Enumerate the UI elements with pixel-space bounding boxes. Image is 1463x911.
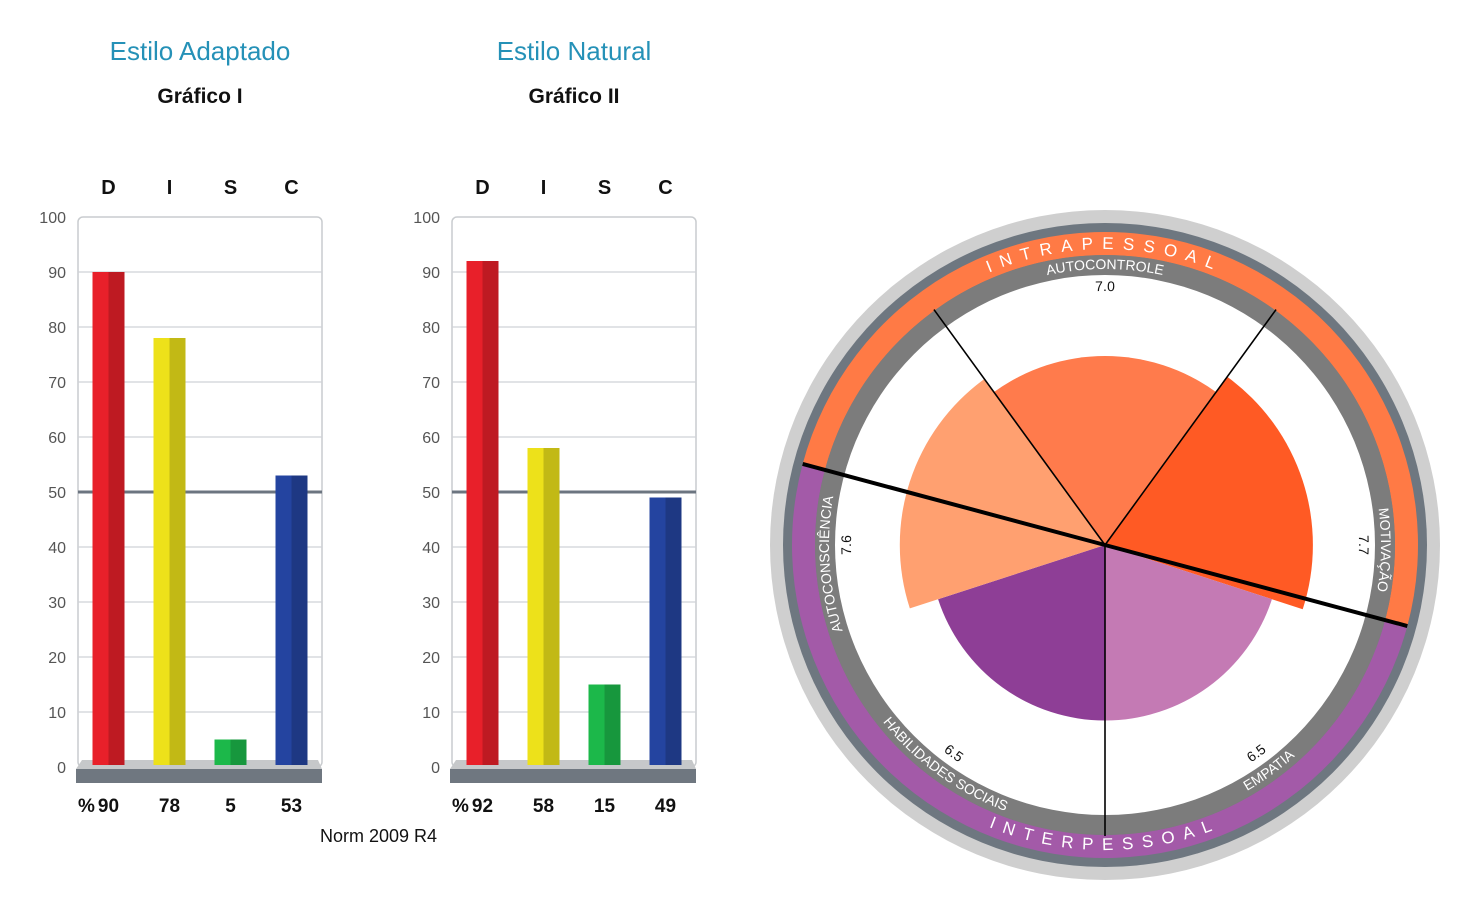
disc-bar-c [275,475,292,765]
chart2-y-tick-label: 10 [422,705,440,722]
chart1-value-label: 5 [225,796,236,817]
slice-autocontrole [993,356,1217,545]
chart2-y-tick-label: 50 [422,485,440,502]
disc-bar-s-shade [230,739,247,765]
chart2-style-title: Estilo Natural [496,36,652,66]
chart2-category-label: C [658,177,672,199]
chart1-style-title: Estilo Adaptado [109,36,291,66]
chart1-y-tick-label: 30 [48,595,66,612]
chart1-category-label: I [167,177,173,199]
chart2-y-tick-label: 90 [422,265,440,282]
chart1-y-tick-label: 100 [39,210,66,227]
chart2-category-label: I [541,177,547,199]
chart1-graph-title: Gráfico I [157,85,243,108]
disc-bar-chart-adapted: 0 10 20 30 40 50 60 70 80 90 100 D 90 I 78 S 5 C 53% [39,177,323,817]
chart2-category-label: D [475,177,489,199]
chart2-y-tick-label: 60 [422,430,440,447]
value-label-motivacao: 7.7 [1356,535,1372,555]
chart2-percent-label: % [452,796,469,817]
chart2-base [450,769,696,783]
chart1-value-label: 78 [159,796,180,817]
slice-habilidades-sociais [938,545,1105,721]
slice-autoconsciencia [899,378,1105,609]
disc-bar-c-shade [665,497,682,765]
emotional-intelligence-wheel: INTRAPESSOALINTERPESSOALAUTOCONTROLE7.0M… [770,210,1440,880]
chart2-value-label: 15 [594,796,616,817]
chart2-y-tick-label: 100 [413,210,440,227]
chart2-value-label: 92 [472,796,493,817]
chart1-value-label: 53 [281,796,302,817]
chart2-value-label: 58 [533,796,554,817]
chart2-y-tick-label: 0 [431,760,440,777]
chart1-y-tick-label: 60 [48,430,66,447]
chart2-y-tick-label: 70 [422,375,440,392]
slice-divider [933,309,1106,546]
chart2-base-top [450,760,696,769]
disc-bar-d-shade [108,272,125,765]
disc-bar-i [153,338,170,765]
value-label-autocontrole: 7.0 [1095,278,1115,294]
chart2-category-label: S [598,177,611,199]
disc-bar-i [527,448,544,765]
disc-bar-s [214,739,231,765]
chart2-heading: Estilo Natural Gráfico II [424,36,724,109]
chart2-y-tick-label: 20 [422,650,440,667]
chart2-y-tick-label: 30 [422,595,440,612]
chart1-y-tick-label: 10 [48,705,66,722]
group-divider [802,462,1106,547]
chart1-category-label: D [101,177,115,199]
disc-bar-s-shade [604,684,621,765]
chart1-y-tick-label: 40 [48,540,66,557]
chart1-heading: Estilo Adaptado Gráfico I [50,36,350,109]
category-label-autocontrole: AUTOCONTROLE [1045,256,1166,278]
disc-bar-d-shade [482,261,499,765]
chart2-y-tick-label: 80 [422,320,440,337]
chart1-category-label: S [224,177,237,199]
category-label-motivacao: MOTIVAÇÃO [1374,507,1394,593]
chart1-value-label: 90 [98,796,119,817]
chart1-y-tick-label: 0 [57,760,66,777]
slice-motivacao [1105,376,1313,610]
disc-bar-chart-natural: 0 10 20 30 40 50 60 70 80 90 100 D 92 I 58 S 15 C 49% [413,177,697,817]
disc-bar-c [649,497,666,765]
value-label-autoconsciencia: 7.6 [838,535,854,555]
disc-bar-i-shade [543,448,560,765]
disc-bar-d [466,261,483,765]
chart1-y-tick-label: 50 [48,485,66,502]
norm-footnote: Norm 2009 R4 [320,826,438,846]
chart2-value-label: 49 [655,796,676,817]
slice-divider [1104,309,1277,546]
chart1-y-tick-label: 90 [48,265,66,282]
chart1-base [76,769,322,783]
disc-bar-c-shade [291,475,308,765]
disc-bar-s [588,684,605,765]
chart1-y-tick-label: 20 [48,650,66,667]
chart2-y-tick-label: 40 [422,540,440,557]
disc-bar-i-shade [169,338,186,765]
group-divider [1104,543,1408,628]
chart1-category-label: C [284,177,298,199]
slice-empatia [1105,545,1272,721]
chart2-graph-title: Gráfico II [528,85,620,108]
disc-bar-d [92,272,109,765]
chart1-y-tick-label: 70 [48,375,66,392]
chart1-percent-label: % [78,796,95,817]
chart1-base-top [76,760,322,769]
chart1-y-tick-label: 80 [48,320,66,337]
